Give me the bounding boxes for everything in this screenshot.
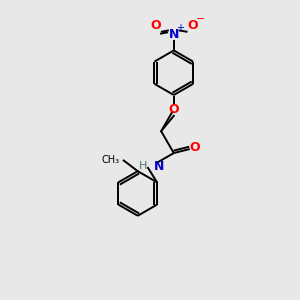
Text: O: O	[169, 103, 179, 116]
Text: +: +	[176, 22, 184, 32]
Text: −: −	[196, 14, 205, 24]
Text: H: H	[139, 161, 148, 171]
Text: CH₃: CH₃	[101, 155, 119, 166]
Text: O: O	[190, 141, 200, 154]
Text: N: N	[154, 160, 164, 172]
Text: N: N	[169, 28, 179, 40]
Text: O: O	[188, 19, 198, 32]
Text: O: O	[150, 19, 161, 32]
